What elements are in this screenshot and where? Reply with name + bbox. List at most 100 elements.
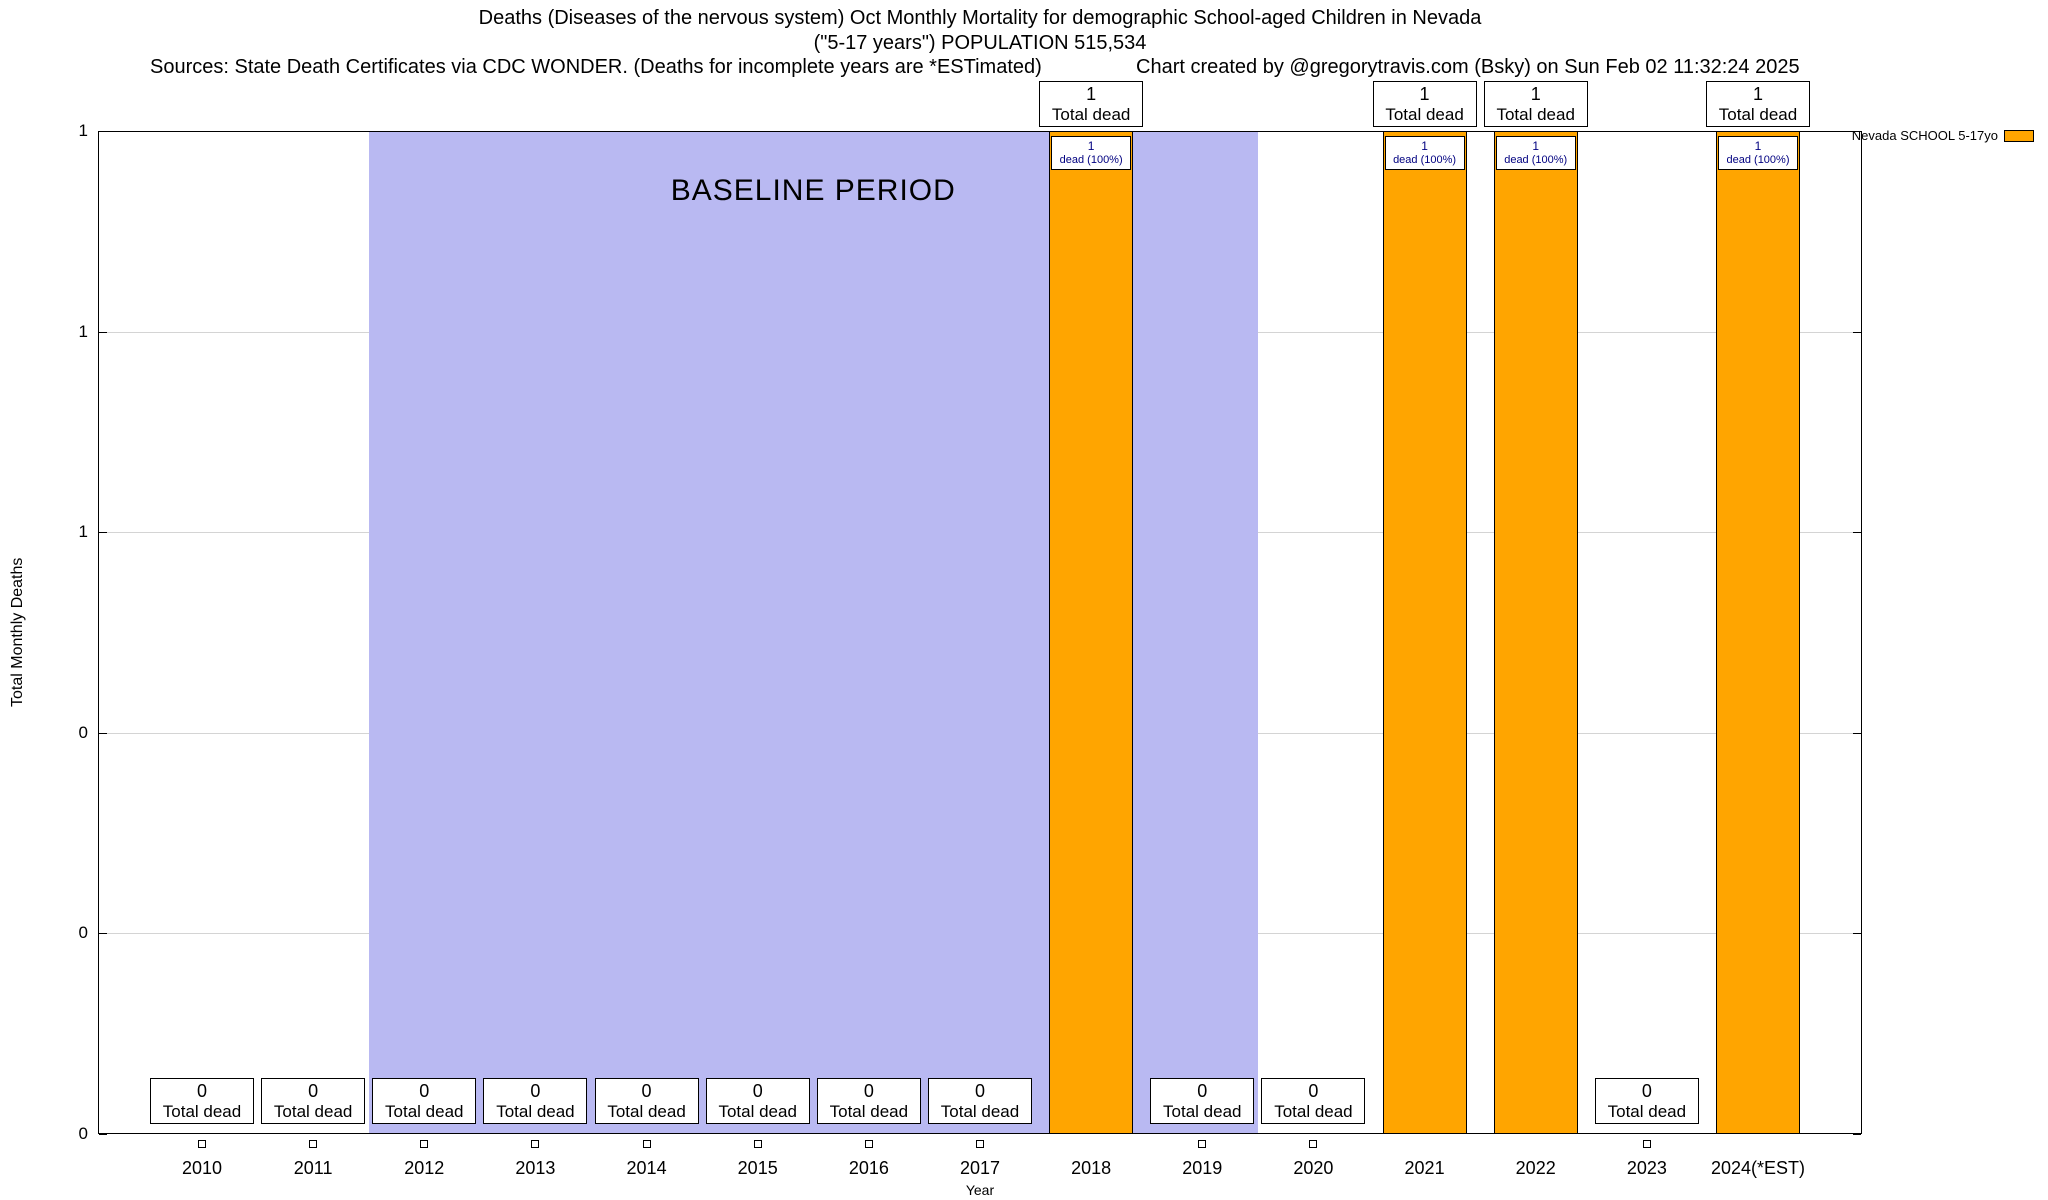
- bar-top-box-label: Total dead: [1496, 104, 1575, 124]
- zero-marker: [531, 1140, 540, 1148]
- bar-inner-box: 1 dead (100%): [1718, 136, 1798, 170]
- bar: [1716, 131, 1800, 1134]
- zero-box: 0 Total dead: [483, 1078, 588, 1124]
- zero-box: 0 Total dead: [928, 1078, 1032, 1124]
- y-tick-label: 1: [78, 121, 88, 140]
- zero-box: 0 Total dead: [705, 1078, 810, 1124]
- bar-inner-box-label: dead (100%): [1393, 153, 1457, 166]
- y-tick-label: 0: [78, 722, 88, 742]
- zero-box-value: 0: [1308, 1080, 1319, 1101]
- zero-box-label: Total dead: [273, 1101, 353, 1121]
- credit-note: Chart created by @gregorytravis.com (Bsk…: [1136, 56, 1800, 78]
- x-tick-label: 2017: [959, 1158, 1001, 1178]
- zero-marker: [864, 1140, 873, 1148]
- chart-title-line1: Deaths (Diseases of the nervous system) …: [478, 7, 1482, 29]
- x-tick-label: 2016: [848, 1158, 889, 1178]
- zero-box: 0 Total dead: [150, 1078, 254, 1124]
- zero-box-label: Total dead: [1274, 1101, 1353, 1121]
- zero-box: 0 Total dead: [1261, 1078, 1366, 1124]
- zero-box-value: 0: [196, 1080, 207, 1101]
- y-tick-mark-right: [1853, 131, 1861, 132]
- y-tick-mark: [99, 131, 107, 132]
- y-tick-label: 0: [78, 923, 88, 943]
- zero-box: 0 Total dead: [816, 1078, 921, 1124]
- y-tick-mark-right: [1853, 532, 1861, 534]
- bar-inner-box-label: dead (100%): [1504, 153, 1568, 166]
- zero-box-label: Total dead: [1607, 1101, 1687, 1121]
- x-tick-label: 2018: [1071, 1158, 1112, 1178]
- zero-box-value: 0: [308, 1080, 319, 1101]
- x-tick-label: 2020: [1293, 1158, 1334, 1178]
- zero-marker: [753, 1140, 762, 1148]
- y-tick-mark: [99, 933, 107, 935]
- zero-marker: [642, 1140, 651, 1148]
- bar-top-box-value: 1: [1530, 83, 1541, 104]
- y-tick-mark: [99, 532, 107, 534]
- y-tick-label: 1: [78, 522, 88, 542]
- x-tick-label: 2013: [515, 1158, 556, 1178]
- zero-marker: [1642, 1140, 1651, 1148]
- bar-top-box: 1 Total dead: [1706, 81, 1810, 127]
- y-tick-mark: [99, 331, 107, 333]
- zero-box-label: Total dead: [940, 1101, 1020, 1121]
- zero-box-value: 0: [1197, 1080, 1208, 1101]
- zero-box-label: Total dead: [718, 1101, 797, 1121]
- bar-top-box-label: Total dead: [1051, 104, 1131, 124]
- zero-marker: [198, 1140, 206, 1148]
- zero-marker: [309, 1140, 318, 1148]
- x-tick-label: 2019: [1182, 1158, 1223, 1178]
- zero-box: 0 Total dead: [1594, 1078, 1699, 1124]
- zero-marker: [1309, 1140, 1318, 1148]
- zero-box-value: 0: [419, 1080, 430, 1101]
- bar-inner-box-label: dead (100%): [1726, 153, 1790, 166]
- zero-box-label: Total dead: [829, 1101, 909, 1121]
- bar-inner-box-value: 1: [1087, 138, 1095, 153]
- zero-box-label: Total dead: [385, 1101, 464, 1121]
- y-tick-mark-right: [1853, 1134, 1861, 1135]
- y-tick-mark: [99, 732, 107, 734]
- x-tick-label: 2024(*EST): [1710, 1158, 1806, 1178]
- y-tick-mark-right: [1853, 331, 1861, 333]
- baseline-period-label: BASELINE PERIOD: [670, 174, 956, 207]
- zero-box: 0 Total dead: [372, 1078, 477, 1124]
- zero-box-label: Total dead: [607, 1101, 686, 1121]
- chart-title-block: Deaths (Diseases of the nervous system) …: [0, 6, 1960, 56]
- bar-inner-box-label: dead (100%): [1059, 153, 1123, 166]
- x-tick-label: 2021: [1404, 1158, 1445, 1178]
- zero-box-value: 0: [530, 1080, 541, 1101]
- bar: [1382, 131, 1467, 1134]
- zero-box: 0 Total dead: [1150, 1078, 1255, 1124]
- x-tick-label: 2015: [737, 1158, 778, 1178]
- zero-marker: [420, 1140, 429, 1148]
- x-axis-label: Year: [965, 1182, 995, 1198]
- bar-top-box: 1 Total dead: [1483, 81, 1588, 127]
- y-tick-label: 0: [78, 1124, 88, 1143]
- bar-top-box-value: 1: [1419, 83, 1430, 104]
- x-tick-label: 2010: [181, 1158, 223, 1178]
- y-tick-mark-right: [1853, 732, 1861, 734]
- zero-box-label: Total dead: [1163, 1101, 1242, 1121]
- bar-top-box-value: 1: [1086, 83, 1097, 104]
- bar-inner-box: 1 dead (100%): [1384, 136, 1465, 170]
- bar-top-box-label: Total dead: [1718, 104, 1798, 124]
- y-tick-mark-right: [1853, 933, 1861, 935]
- y-axis-label: Total Monthly Deaths: [9, 557, 26, 708]
- bar: [1049, 131, 1134, 1134]
- zero-box-value: 0: [863, 1080, 874, 1101]
- bar: [1493, 131, 1578, 1134]
- bar-inner-box-value: 1: [1532, 138, 1540, 153]
- x-tick-label: 2011: [293, 1158, 333, 1178]
- bar-inner-box: 1 dead (100%): [1495, 136, 1576, 170]
- bar-inner-box-value: 1: [1754, 138, 1762, 153]
- x-tick-label: 2022: [1515, 1158, 1556, 1178]
- legend-color-swatch: [2004, 129, 2034, 142]
- zero-box-label: Total dead: [162, 1101, 242, 1121]
- zero-box: 0 Total dead: [594, 1078, 699, 1124]
- zero-box-value: 0: [752, 1080, 763, 1101]
- sources-note: Sources: State Death Certificates via CD…: [150, 56, 1042, 78]
- bar-top-box: 1 Total dead: [1039, 81, 1144, 127]
- zero-marker: [976, 1140, 984, 1148]
- bar-top-box-label: Total dead: [1385, 104, 1464, 124]
- zero-box-value: 0: [974, 1080, 985, 1101]
